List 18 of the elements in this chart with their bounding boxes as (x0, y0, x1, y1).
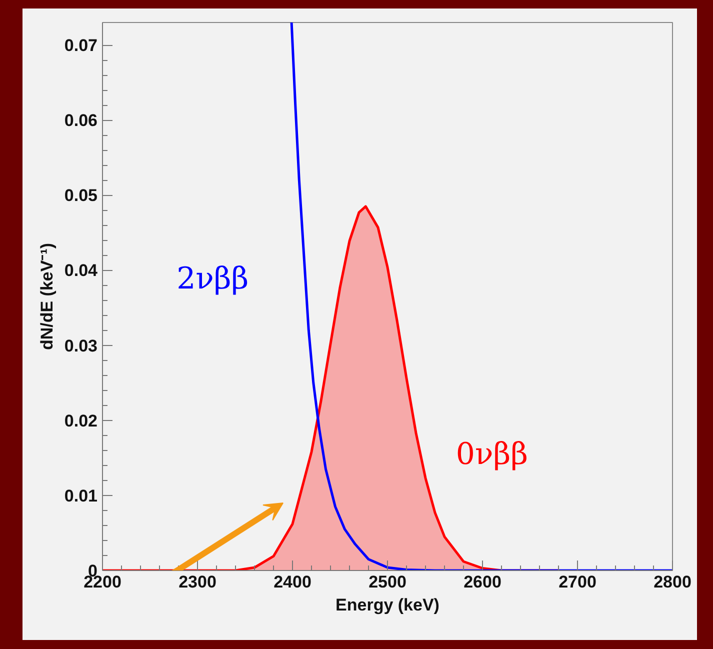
y-tick-label: 0.04 (64, 261, 98, 280)
y-tick-label: 0.02 (64, 411, 98, 430)
y-tick-label: 0.06 (64, 111, 98, 130)
y-axis-title: dN/dE (keV⁻¹) (37, 242, 56, 350)
x-tick-label: 2300 (178, 572, 216, 592)
y-tick-label: 0.05 (64, 186, 98, 206)
y-tick-label: 0.07 (64, 36, 98, 56)
x-tick-label: 2800 (654, 572, 692, 592)
x-tick-label: 2600 (464, 572, 502, 592)
series-label: 2νββ (176, 262, 249, 296)
x-tick-label: 2400 (274, 572, 312, 592)
y-tick-label: 0.01 (64, 486, 98, 506)
series-label: 0νββ (456, 436, 528, 472)
line-series (290, 22, 672, 570)
x-tick-label: 2500 (368, 572, 406, 592)
x-axis-title: Energy (keV) (336, 596, 440, 614)
x-tick-label: 2700 (558, 572, 596, 592)
y-tick-label: 0.03 (64, 336, 98, 356)
